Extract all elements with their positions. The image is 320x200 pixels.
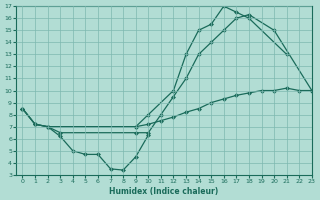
X-axis label: Humidex (Indice chaleur): Humidex (Indice chaleur) [109, 187, 219, 196]
